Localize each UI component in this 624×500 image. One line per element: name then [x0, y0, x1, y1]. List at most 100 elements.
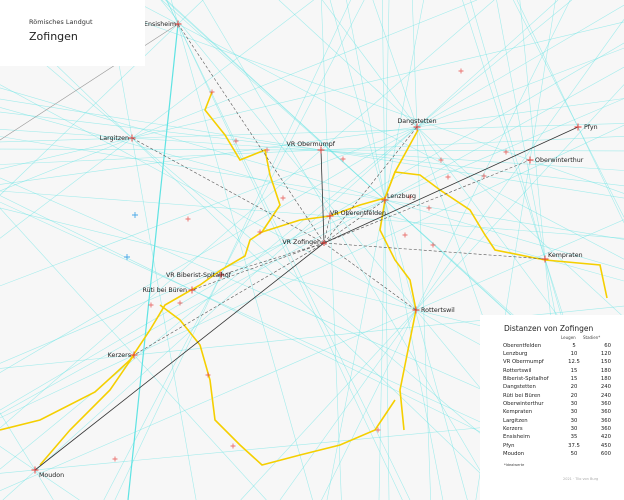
site-marker-icon — [148, 302, 154, 308]
sightline — [0, 42, 624, 411]
credit: 2021 · Tilo von Burg — [563, 477, 599, 481]
map-title: Zofingen — [29, 30, 78, 43]
site-marker-icon — [257, 229, 263, 235]
place-cell: Rottertswil — [503, 367, 532, 374]
place-cell: Lenzburg — [503, 351, 528, 358]
leugen-cell: 30 — [570, 417, 578, 424]
sightline — [0, 148, 624, 152]
place-marker-icon — [526, 156, 534, 164]
sightline — [321, 0, 342, 500]
place-cell: VR Obermumpf — [503, 359, 544, 366]
sightline — [0, 0, 495, 429]
sightline — [382, 0, 390, 500]
site-marker-icon — [112, 456, 118, 462]
distance-lines — [34, 23, 579, 471]
place-cell: Ensisheim — [503, 434, 530, 441]
distance-line — [323, 242, 417, 311]
site-marker-icon — [375, 427, 381, 433]
place-cell: Rüti bei Büren — [503, 392, 541, 399]
stadien-cell: 120 — [600, 351, 611, 358]
site-marker-icon — [132, 212, 138, 218]
place-marker-icon — [412, 306, 420, 314]
col-leugen: Leugen — [561, 335, 576, 340]
place-label[interactable]: Pfyn — [584, 124, 598, 131]
sightline — [326, 0, 424, 500]
table-row: Oberwinterthur 30 360 — [503, 400, 611, 408]
place-markers — [31, 20, 582, 474]
place-label[interactable]: Lenzburg — [387, 193, 416, 200]
place-marker-icon — [188, 286, 196, 294]
table-row: Ensisheim 35 420 — [503, 434, 611, 442]
place-label[interactable]: VR Obermumpf — [287, 141, 336, 148]
sightline — [0, 111, 624, 187]
sightline — [127, 23, 179, 500]
stadien-cell: 240 — [600, 384, 611, 391]
distance-line — [323, 242, 546, 260]
place-cell: Kerzers — [503, 426, 523, 433]
distance-line — [323, 199, 386, 244]
map-subtitle: Römisches Landgut — [29, 18, 93, 26]
table-row: Biberist-Spitalhof 15 180 — [503, 375, 611, 383]
sightline — [0, 47, 624, 287]
place-label[interactable]: Kempraten — [548, 252, 583, 259]
leugen-cell: 50 — [570, 451, 578, 458]
distance-line — [133, 242, 325, 356]
site-marker-icon — [264, 147, 270, 153]
place-marker-icon — [130, 351, 138, 359]
stadien-cell: 420 — [600, 434, 611, 441]
place-label[interactable]: VR Biberist-Spitalhof — [166, 272, 232, 279]
sightline — [378, 0, 390, 500]
river — [384, 171, 608, 299]
place-marker-icon — [574, 123, 582, 131]
leugen-cell: 30 — [570, 401, 578, 408]
sightline — [346, 0, 444, 500]
stadien-cell: 60 — [604, 342, 611, 349]
distance-table: Oberentfelden 5 60 Lenzburg 10 120 VR Obermump… — [503, 342, 611, 459]
place-marker-icon — [413, 123, 421, 131]
col-stadien: Stadien* — [583, 335, 601, 340]
place-marker-icon — [326, 212, 334, 220]
center-marker-icon — [321, 240, 327, 246]
site-marker-icon — [445, 174, 451, 180]
site-marker-icon — [209, 89, 215, 95]
place-label[interactable]: Kerzers — [108, 352, 131, 359]
place-label[interactable]: Rottertswil — [421, 307, 455, 314]
table-row: Moudon 50 600 — [503, 450, 611, 458]
river — [379, 199, 417, 431]
sightline — [0, 25, 560, 500]
rivers — [0, 91, 608, 466]
place-label[interactable]: Oberwinterthur — [535, 157, 584, 164]
place-label[interactable]: Rüti bei Büren — [142, 287, 187, 294]
sightline — [0, 123, 624, 143]
leugen-cell: 35 — [570, 434, 578, 441]
table-row: Rüti bei Büren 20 240 — [503, 392, 611, 400]
place-label[interactable]: Ensisheim — [144, 21, 176, 28]
sightline — [279, 19, 624, 500]
place-label[interactable]: Moudon — [39, 472, 64, 479]
site-marker-icon — [407, 194, 413, 200]
sightline — [202, 0, 498, 500]
sightline — [0, 98, 624, 364]
distance-line — [177, 23, 325, 244]
sightline — [81, 0, 624, 194]
place-cell: Oberwinterthur — [503, 401, 544, 408]
sightline — [107, 0, 197, 500]
sightline — [0, 124, 624, 419]
place-label[interactable]: VR Oberentfelden — [330, 210, 386, 217]
sightline — [0, 0, 314, 239]
sightline — [0, 0, 204, 196]
distance-line — [131, 137, 325, 244]
place-cell: Pfyn — [503, 442, 515, 449]
site-marker-icon — [481, 173, 487, 179]
leugen-cell: 15 — [570, 376, 578, 383]
panel-title: Distanzen von Zofingen — [504, 324, 594, 333]
place-label[interactable]: Largitzen — [100, 135, 129, 142]
sightline — [0, 107, 624, 282]
place-marker-icon — [541, 255, 549, 263]
place-label[interactable]: Dangstetten — [397, 118, 436, 125]
place-marker-icon — [381, 196, 389, 204]
sightline — [170, 0, 313, 500]
leugen-cell: 30 — [570, 426, 578, 433]
place-cell: Biberist-Spitalhof — [503, 376, 549, 383]
center-label[interactable]: VR Zofingen — [282, 239, 321, 246]
